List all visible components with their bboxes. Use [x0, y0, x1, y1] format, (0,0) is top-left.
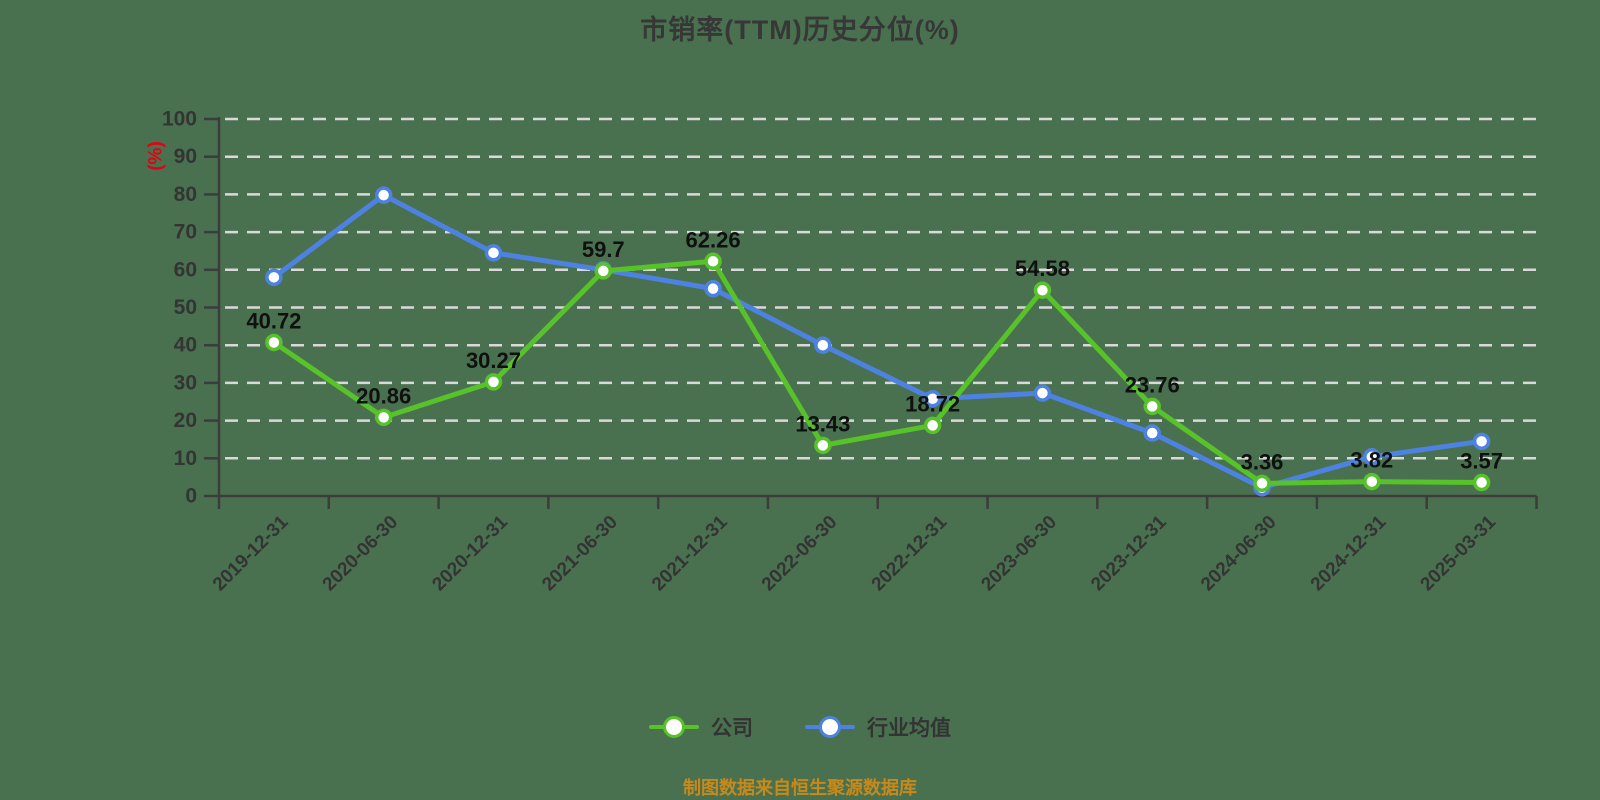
industry-data-point[interactable]: [1472, 432, 1491, 451]
industry-series-line: [271, 192, 1485, 491]
industry-data-point[interactable]: [265, 268, 283, 287]
company-data-point[interactable]: [814, 436, 832, 455]
chart-title: 市销率(TTM)历史分位(%): [640, 15, 960, 45]
legend: 公司 行业均值: [0, 712, 1600, 742]
y-tick-label: 70: [174, 221, 197, 244]
industry-data-point[interactable]: [374, 186, 393, 204]
industry-data-point[interactable]: [704, 279, 722, 298]
y-tick-label: 60: [174, 258, 197, 281]
company-series-dot-icon: [663, 716, 685, 738]
company-data-point[interactable]: [374, 408, 393, 427]
x-tick-label: 2021-12-31: [648, 511, 732, 595]
data-point-label: 3.57: [1460, 449, 1503, 474]
industry-data-point[interactable]: [484, 244, 503, 262]
company-data-point[interactable]: [1472, 473, 1491, 492]
x-tick-label: 2019-12-31: [209, 511, 293, 595]
x-tick-label: 2022-12-31: [868, 511, 952, 595]
y-tick-label: 30: [174, 371, 197, 394]
data-point-label: 30.27: [466, 348, 521, 373]
y-tick-label: 40: [174, 334, 197, 357]
x-tick-label: 2021-06-30: [538, 512, 622, 596]
x-tick-label: 2024-12-31: [1307, 511, 1391, 595]
x-tick-label: 2020-12-31: [428, 511, 512, 595]
x-tick-label: 2023-12-31: [1087, 511, 1171, 595]
x-tick-label: 2022-06-30: [758, 512, 842, 596]
x-tick-label: 2024-06-30: [1197, 512, 1281, 596]
legend-item-company[interactable]: 公司: [649, 712, 753, 742]
y-tick-label: 90: [174, 145, 197, 168]
data-point-label: 3.82: [1350, 448, 1393, 473]
company-data-point[interactable]: [1363, 472, 1381, 491]
company-data-point[interactable]: [1253, 474, 1271, 493]
y-tick-label: 50: [174, 296, 197, 319]
legend-label-company: 公司: [711, 717, 753, 740]
company-series-line: [271, 258, 1485, 486]
x-tick-label: 2023-06-30: [977, 512, 1061, 596]
industry-data-point[interactable]: [1143, 424, 1161, 442]
company-data-point[interactable]: [1143, 397, 1161, 416]
company-data-point[interactable]: [1033, 281, 1052, 299]
company-series-icon: [649, 716, 699, 738]
industry-series-icon: [805, 716, 855, 738]
data-point-label: 54.58: [1015, 256, 1070, 281]
data-point-label: 13.43: [795, 411, 850, 436]
data-point-label: 62.26: [686, 227, 741, 252]
data-source-note: 制图数据来自恒生聚源数据库: [683, 778, 917, 798]
y-tick-label: 10: [174, 447, 197, 470]
data-point-label: 40.72: [246, 308, 301, 333]
x-tick-label: 2025-03-31: [1417, 511, 1501, 595]
company-data-point[interactable]: [265, 333, 283, 352]
data-point-label: 23.76: [1125, 372, 1180, 397]
data-point-label: 20.86: [356, 383, 411, 408]
y-tick-label: 20: [174, 409, 197, 432]
industry-data-point[interactable]: [1363, 448, 1381, 466]
x-tick-label: 2020-06-30: [319, 512, 403, 596]
legend-label-industry: 行业均值: [867, 717, 951, 740]
y-tick-label: 0: [185, 485, 197, 508]
y-axis-name: (%): [146, 141, 167, 171]
company-data-point[interactable]: [923, 416, 942, 435]
industry-data-point[interactable]: [1033, 384, 1052, 402]
industry-data-point[interactable]: [923, 389, 942, 408]
legend-item-industry[interactable]: 行业均值: [805, 712, 951, 742]
company-data-point[interactable]: [484, 373, 503, 391]
y-tick-label: 100: [162, 108, 197, 131]
data-point-label: 18.72: [905, 391, 960, 416]
y-tick-label: 80: [174, 183, 197, 206]
industry-data-point[interactable]: [814, 336, 832, 354]
data-point-label: 3.36: [1241, 449, 1284, 474]
industry-series-dot-icon: [819, 716, 841, 738]
company-data-point[interactable]: [704, 252, 722, 271]
company-data-point[interactable]: [594, 262, 613, 280]
data-point-label: 59.7: [582, 237, 625, 262]
